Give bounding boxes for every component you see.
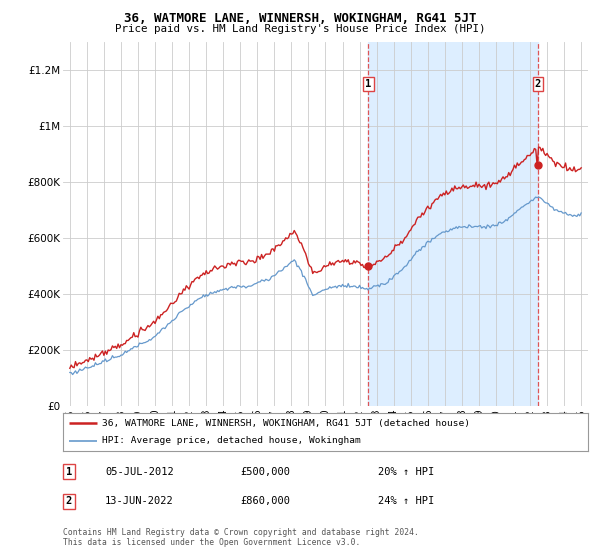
Text: £500,000: £500,000 — [240, 466, 290, 477]
Text: 2: 2 — [66, 496, 72, 506]
Text: 36, WATMORE LANE, WINNERSH, WOKINGHAM, RG41 5JT (detached house): 36, WATMORE LANE, WINNERSH, WOKINGHAM, R… — [103, 418, 470, 427]
Text: 1: 1 — [66, 466, 72, 477]
Text: HPI: Average price, detached house, Wokingham: HPI: Average price, detached house, Woki… — [103, 436, 361, 445]
Text: 2: 2 — [535, 79, 541, 89]
Text: 24% ↑ HPI: 24% ↑ HPI — [378, 496, 434, 506]
Text: Contains HM Land Registry data © Crown copyright and database right 2024.
This d: Contains HM Land Registry data © Crown c… — [63, 528, 419, 547]
Bar — [368, 42, 538, 406]
Text: 36, WATMORE LANE, WINNERSH, WOKINGHAM, RG41 5JT: 36, WATMORE LANE, WINNERSH, WOKINGHAM, R… — [124, 12, 476, 25]
Text: 20% ↑ HPI: 20% ↑ HPI — [378, 466, 434, 477]
Text: 1: 1 — [365, 79, 371, 89]
Text: £860,000: £860,000 — [240, 496, 290, 506]
Text: 13-JUN-2022: 13-JUN-2022 — [105, 496, 174, 506]
Text: 05-JUL-2012: 05-JUL-2012 — [105, 466, 174, 477]
Text: Price paid vs. HM Land Registry's House Price Index (HPI): Price paid vs. HM Land Registry's House … — [115, 24, 485, 34]
